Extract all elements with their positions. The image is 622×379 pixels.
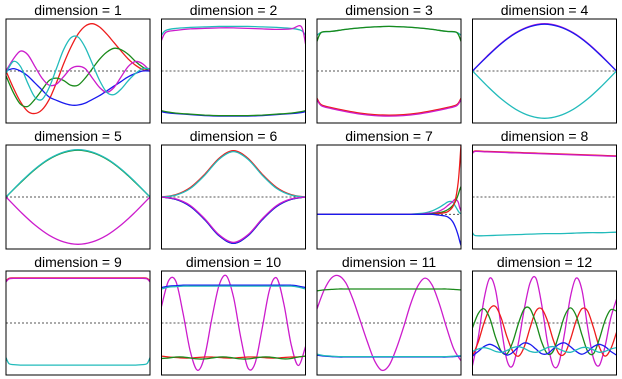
subplot-title: dimension = 7 — [345, 128, 433, 144]
series-line-blue — [161, 284, 306, 289]
plot-area — [472, 23, 617, 119]
series-line-red — [472, 305, 617, 357]
series-line-cyan — [472, 231, 617, 237]
subplot-1: dimension = 1 — [5, 2, 151, 124]
plot-area — [6, 277, 150, 366]
plot-frame — [472, 270, 617, 376]
series-line-magenta — [6, 196, 150, 245]
plot-area — [6, 149, 150, 245]
subplot-7: dimension = 7 — [316, 128, 462, 250]
series-line-green — [317, 25, 461, 42]
subplot-title: dimension = 1 — [34, 2, 122, 18]
series-line-green — [6, 47, 150, 108]
plot-area — [161, 150, 306, 244]
plot-frame — [316, 144, 462, 250]
subplot-title: dimension = 8 — [501, 128, 589, 144]
subplot-5: dimension = 5 — [5, 128, 151, 250]
subplot-4: dimension = 4 — [472, 2, 617, 124]
subplot-title: dimension = 3 — [345, 2, 433, 18]
plot-frame — [161, 144, 306, 250]
subplot-title: dimension = 5 — [34, 128, 122, 144]
series-line-magenta — [161, 25, 306, 45]
series-line-cyan — [161, 150, 306, 198]
series-line-red — [317, 97, 461, 116]
series-line-blue — [6, 67, 150, 106]
series-line-magenta — [161, 274, 306, 371]
plot-frame — [316, 270, 462, 376]
series-line-red — [317, 145, 461, 215]
subplot-12: dimension = 12 — [472, 254, 617, 376]
plot-frame — [161, 270, 306, 376]
plot-area — [6, 23, 150, 115]
plot-frame — [472, 18, 617, 124]
series-line-green — [161, 109, 306, 117]
series-line-green — [161, 196, 306, 244]
series-line-cyan — [6, 149, 150, 198]
plot-frame — [472, 144, 617, 250]
subplot-title: dimension = 12 — [497, 254, 593, 270]
series-line-magenta — [472, 275, 617, 369]
subplot-title: dimension = 6 — [190, 128, 278, 144]
series-line-cyan — [317, 353, 461, 358]
plot-frame — [5, 18, 151, 124]
series-line-cyan — [472, 345, 617, 353]
series-line-blue — [161, 196, 306, 244]
series-line-blue — [472, 342, 617, 357]
plot-frame — [316, 18, 462, 124]
subplot-10: dimension = 10 — [161, 254, 306, 376]
plot-area — [161, 274, 306, 371]
subplot-title: dimension = 4 — [501, 2, 589, 18]
subplot-title: dimension = 9 — [34, 254, 122, 270]
plot-area — [472, 275, 617, 369]
series-line-blue — [472, 23, 617, 72]
series-line-blue — [317, 213, 461, 247]
series-line-green — [6, 149, 150, 198]
plot-area — [161, 25, 306, 117]
plot-area — [317, 145, 461, 247]
subplot-3: dimension = 3 — [316, 2, 462, 124]
series-line-magenta — [317, 99, 461, 117]
series-line-cyan — [6, 35, 150, 101]
series-line-red — [161, 150, 306, 198]
plot-frame — [5, 144, 151, 250]
subplot-title: dimension = 10 — [186, 254, 282, 270]
subplot-9: dimension = 9 — [5, 254, 151, 376]
series-line-green — [317, 185, 461, 215]
subplot-title: dimension = 2 — [190, 2, 278, 18]
series-line-magenta — [317, 274, 461, 372]
series-line-red — [6, 23, 150, 115]
series-line-green — [161, 355, 306, 360]
series-line-magenta — [161, 196, 306, 244]
plot-frame — [5, 270, 151, 376]
subplot-6: dimension = 6 — [161, 128, 306, 250]
series-line-green — [317, 288, 461, 292]
series-line-magenta — [6, 277, 150, 283]
subplot-2: dimension = 2 — [161, 2, 306, 124]
subplot-title: dimension = 11 — [342, 254, 437, 270]
plot-area — [317, 274, 461, 372]
series-line-cyan — [472, 70, 617, 119]
series-line-magenta — [472, 23, 617, 72]
plot-frame — [161, 18, 306, 124]
series-line-cyan — [6, 357, 150, 366]
plot-area — [472, 150, 617, 237]
subplot-8: dimension = 8 — [472, 128, 617, 250]
series-line-magenta — [6, 50, 150, 93]
plot-area — [317, 25, 461, 117]
series-line-magenta — [472, 150, 617, 158]
series-line-cyan — [161, 285, 306, 290]
subplot-11: dimension = 11 — [316, 254, 462, 376]
